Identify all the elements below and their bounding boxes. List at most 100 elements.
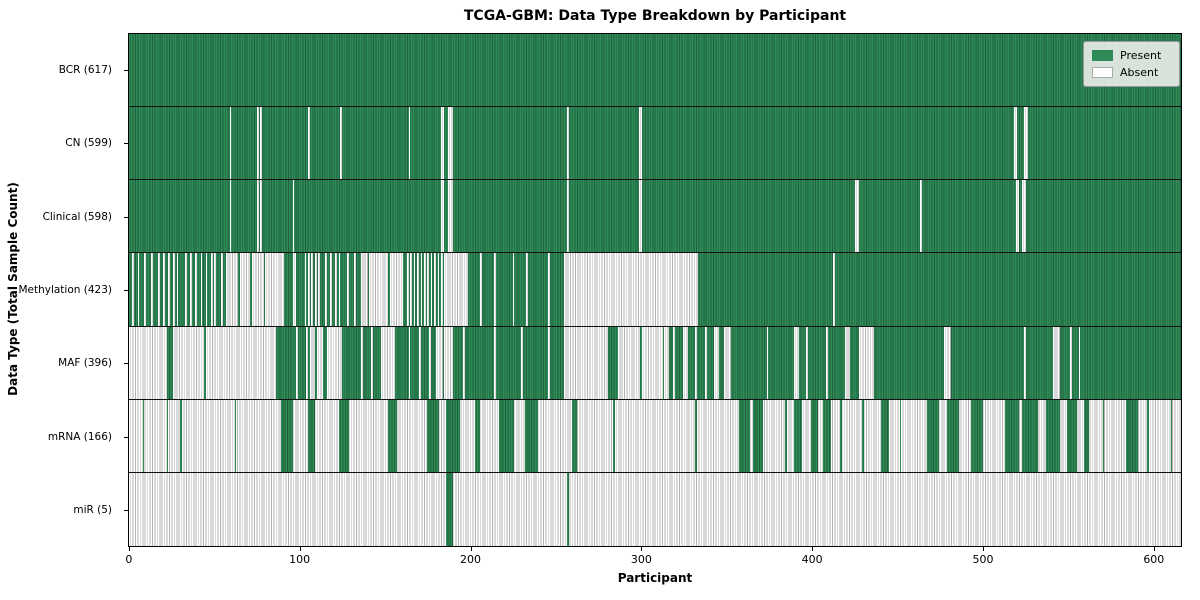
present-segment	[822, 399, 832, 472]
absent-segment	[638, 180, 643, 253]
y-tick-mark	[124, 363, 128, 365]
absent-segment	[1022, 180, 1026, 253]
row-bcr	[129, 34, 1181, 108]
absent-segment	[251, 253, 264, 326]
absent-segment	[144, 253, 147, 326]
present-segment	[572, 399, 578, 472]
absent-segment	[1070, 326, 1072, 399]
row-clinical	[129, 180, 1181, 254]
absent-segment	[406, 253, 409, 326]
absent-segment	[567, 180, 569, 253]
absent-segment	[389, 253, 404, 326]
absent-segment	[369, 253, 389, 326]
absent-segment	[304, 253, 307, 326]
absent-segment	[226, 253, 239, 326]
present-segment	[793, 399, 803, 472]
absent-swatch	[1092, 67, 1113, 78]
absent-segment	[1015, 180, 1020, 253]
absent-segment	[330, 253, 332, 326]
x-tick-mark	[1153, 547, 1155, 551]
absent-segment	[1024, 326, 1026, 399]
x-axis-title: Participant	[617, 571, 693, 585]
absent-segment	[434, 253, 436, 326]
absent-segment	[705, 326, 707, 399]
absent-segment	[446, 253, 469, 326]
legend-label-present: Present	[1120, 49, 1162, 62]
present-segment	[475, 399, 481, 472]
row-cn	[129, 107, 1181, 181]
absent-segment	[214, 253, 216, 326]
absent-segment	[1053, 326, 1060, 399]
absent-segment	[493, 253, 496, 326]
absent-segment	[444, 253, 447, 326]
present-segment	[1102, 399, 1105, 472]
absent-segment	[173, 253, 176, 326]
absent-segment	[132, 253, 135, 326]
absent-segment	[418, 326, 421, 399]
absent-segment	[314, 253, 317, 326]
x-tick-mark	[812, 547, 814, 551]
absent-segment	[157, 253, 160, 326]
absent-segment	[229, 107, 232, 180]
y-tick-label-bcr: BCR (617)	[58, 63, 112, 76]
row-maf	[129, 326, 1181, 400]
present-swatch	[1092, 50, 1113, 61]
present-segment	[971, 399, 984, 472]
absent-segment	[340, 107, 343, 180]
absent-segment	[331, 326, 343, 399]
absent-segment	[308, 253, 310, 326]
present-segment	[446, 399, 460, 472]
y-tick-mark	[124, 290, 128, 291]
absent-segment	[296, 326, 298, 399]
absent-segment	[944, 326, 951, 399]
legend-label-absent: Absent	[1120, 66, 1159, 79]
absent-segment	[793, 326, 800, 399]
absent-segment	[512, 253, 515, 326]
absent-segment	[413, 253, 416, 326]
absent-segment	[548, 253, 551, 326]
x-tick-label: 0	[125, 553, 133, 566]
absent-segment	[360, 326, 363, 399]
present-segment	[142, 399, 145, 472]
present-segment	[427, 399, 440, 472]
absent-segment	[173, 326, 205, 399]
absent-segment	[493, 326, 496, 399]
absent-segment	[526, 253, 528, 326]
absent-segment	[381, 326, 395, 399]
absent-segment	[417, 253, 419, 326]
present-segment	[947, 399, 960, 472]
absent-segment	[463, 326, 465, 399]
absent-segment	[642, 326, 663, 399]
absent-segment	[521, 326, 523, 399]
y-tick-labels: BCR (617) CN (599) Clinical (598) Methylati…	[0, 33, 120, 547]
absent-segment	[316, 326, 324, 399]
y-tick-label-methylation: Methylation (423)	[18, 284, 112, 296]
present-segment	[862, 399, 864, 472]
present-segment	[785, 399, 788, 472]
present-segment	[338, 399, 349, 472]
absent-segment	[260, 180, 262, 253]
present-segment	[388, 399, 397, 472]
absent-segment	[435, 326, 443, 399]
absent-segment	[672, 326, 675, 399]
x-tick-label: 400	[801, 553, 823, 566]
absent-segment	[360, 253, 368, 326]
present-segment	[524, 399, 539, 472]
absent-segment	[176, 253, 179, 326]
absent-segment	[163, 253, 165, 326]
absent-segment	[683, 326, 689, 399]
absent-segment	[325, 253, 327, 326]
present-segment	[1066, 399, 1077, 472]
absent-segment	[805, 326, 808, 399]
absent-segment	[664, 326, 670, 399]
y-tick-mark	[124, 143, 128, 145]
absent-segment	[563, 326, 609, 399]
x-tick-label: 300	[630, 553, 652, 566]
absent-segment	[920, 180, 922, 253]
present-segment	[753, 399, 764, 472]
x-tick-mark	[641, 547, 643, 551]
y-tick-mark	[124, 69, 128, 71]
present-segment	[180, 399, 182, 472]
y-tick-label-mrna: mRNA (166)	[47, 430, 112, 443]
